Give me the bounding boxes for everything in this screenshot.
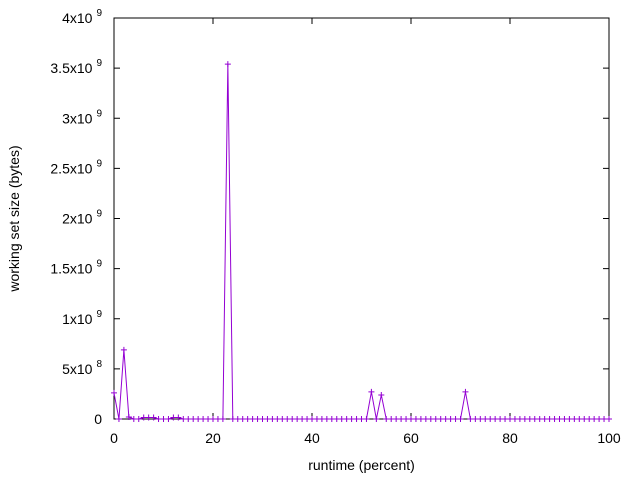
data-point: [462, 388, 469, 395]
data-point: [378, 391, 385, 398]
x-tick-label: 0: [110, 430, 118, 446]
data-point: [175, 414, 182, 421]
y-tick-label: 3x10 9: [62, 108, 102, 126]
data-point: [457, 416, 464, 422]
y-tick-label: 2.5x10 9: [50, 158, 102, 176]
data-point: [150, 414, 157, 421]
series-group: [111, 61, 612, 422]
y-tick-label: 2x10 9: [62, 209, 102, 227]
x-tick-label: 100: [597, 430, 621, 446]
axes: [113, 17, 610, 420]
plot-frame: [113, 17, 610, 420]
series-line: [113, 64, 609, 420]
y-tick-label: 4x10 9: [62, 8, 102, 26]
x-tick-label: 60: [403, 430, 419, 446]
y-tick-label: 3.5x10 9: [50, 58, 102, 76]
y-tick-label: 1.5x10 9: [50, 259, 102, 277]
data-point: [111, 389, 117, 396]
tick-marks: [113, 17, 610, 420]
y-tick-label: 0: [94, 411, 102, 427]
data-point: [224, 61, 231, 68]
data-point: [373, 416, 380, 422]
data-point: [363, 416, 370, 422]
data-point: [125, 413, 132, 420]
x-tick-label: 40: [304, 430, 320, 446]
data-point: [135, 416, 142, 422]
y-axis-title: working set size (bytes): [6, 145, 22, 292]
y-tick-label: 1x10 9: [62, 309, 102, 327]
x-tick-label: 80: [502, 430, 518, 446]
data-point: [368, 388, 375, 395]
x-axis-title: runtime (percent): [308, 457, 415, 473]
data-point: [219, 416, 226, 422]
data-point: [115, 416, 122, 422]
x-tick-label: 20: [205, 430, 221, 446]
tick-labels: 0 20 40 60 80 100 0 5x10 8 1x10 9 1.5x10 9 2x10 9 2.5x1…: [50, 8, 621, 446]
data-point: [606, 416, 612, 422]
data-point: [165, 416, 172, 422]
data-point: [120, 346, 127, 353]
y-tick-label: 5x10 8: [62, 359, 102, 377]
